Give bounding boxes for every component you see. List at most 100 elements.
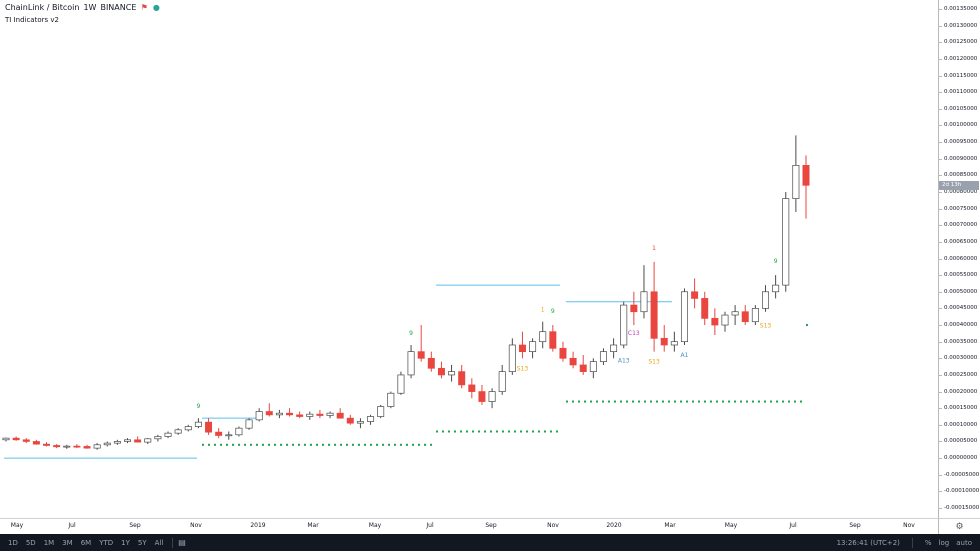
candle[interactable]	[579, 364, 587, 372]
candle[interactable]	[549, 331, 557, 349]
candle[interactable]	[134, 439, 142, 443]
timeframe-button-5y[interactable]: 5Y	[137, 538, 147, 547]
candle[interactable]	[660, 337, 668, 346]
candle[interactable]	[397, 374, 405, 394]
timeframe-button-3m[interactable]: 3M	[62, 538, 73, 547]
timeframe-button-5d[interactable]: 5D	[25, 538, 36, 547]
candle[interactable]	[599, 351, 607, 362]
time-axis[interactable]: May Jul Sep Nov 2019 Mar May Jul Sep Nov 2020 Mar Ma…	[0, 518, 938, 534]
candle[interactable]	[478, 391, 486, 402]
candle[interactable]	[367, 416, 375, 422]
candle[interactable]	[43, 443, 50, 446]
candle[interactable]	[731, 311, 739, 316]
candle[interactable]	[741, 311, 749, 323]
chart-pane[interactable]: 9 9 S13 1 9 A13 C13 S13 1 A1 S13 9 ChainLink / Bitc…	[0, 0, 938, 518]
candle[interactable]	[235, 427, 243, 436]
candle[interactable]	[93, 444, 101, 449]
candle[interactable]	[670, 341, 678, 346]
flag-icon[interactable]: ⚑	[140, 2, 148, 12]
candle[interactable]	[255, 411, 263, 421]
candle[interactable]	[63, 445, 71, 448]
candle[interactable]	[2, 437, 10, 441]
candle[interactable]	[448, 371, 456, 376]
candle[interactable]	[184, 426, 192, 431]
candle[interactable]	[650, 291, 658, 339]
indicator-legend[interactable]: TI Indicators v2	[5, 16, 59, 24]
chart-settings-corner[interactable]: ⚙	[938, 518, 980, 534]
candle[interactable]	[215, 431, 223, 436]
candle[interactable]	[589, 361, 597, 372]
candle[interactable]	[782, 198, 790, 286]
candle[interactable]	[265, 411, 273, 416]
auto-toggle[interactable]: auto	[956, 538, 972, 547]
timeframe-button-all[interactable]: All	[154, 538, 164, 547]
timeframe-button-ytd[interactable]: YTD	[99, 538, 114, 547]
candle[interactable]	[346, 417, 354, 424]
candle[interactable]	[154, 436, 162, 440]
candle[interactable]	[286, 412, 294, 416]
candle[interactable]	[53, 445, 61, 448]
candle[interactable]	[296, 414, 304, 417]
candle[interactable]	[569, 357, 577, 366]
candle[interactable]	[498, 371, 506, 392]
percent-toggle[interactable]: %	[924, 538, 932, 547]
log-toggle[interactable]: log	[938, 538, 950, 547]
candle[interactable]	[377, 406, 385, 417]
candle[interactable]	[630, 304, 638, 313]
candle[interactable]	[508, 344, 516, 372]
candle[interactable]	[275, 412, 283, 416]
timeframe-button-1d[interactable]: 1D	[8, 538, 18, 547]
candle[interactable]	[245, 419, 253, 429]
candle[interactable]	[751, 308, 759, 323]
timeframe-button-1y[interactable]: 1Y	[121, 538, 130, 547]
candle[interactable]	[620, 304, 628, 346]
candle[interactable]	[437, 367, 445, 376]
candle[interactable]	[468, 384, 476, 392]
candle[interactable]	[539, 331, 547, 343]
candle[interactable]	[32, 441, 40, 445]
candle[interactable]	[113, 441, 121, 444]
candle[interactable]	[316, 413, 324, 416]
candle[interactable]	[124, 439, 132, 442]
candle[interactable]	[802, 165, 810, 186]
price-axis[interactable]: 0.00135000 0.00130000 0.00125000 0.00120000…	[938, 0, 980, 518]
candle[interactable]	[194, 421, 202, 427]
candle[interactable]	[610, 344, 618, 352]
candle[interactable]	[336, 412, 344, 419]
timeframe-button-6m[interactable]: 6M	[80, 538, 92, 547]
candle[interactable]	[427, 357, 435, 369]
candle[interactable]	[164, 432, 172, 437]
candle[interactable]	[721, 314, 729, 326]
candle[interactable]	[326, 412, 334, 416]
candle[interactable]	[356, 421, 364, 424]
candle[interactable]	[306, 413, 314, 417]
candle[interactable]	[417, 351, 425, 359]
gear-icon[interactable]: ⚙	[955, 521, 964, 532]
candle[interactable]	[762, 291, 769, 309]
candle[interactable]	[458, 371, 466, 386]
date-range-icon[interactable]: ▤	[178, 538, 186, 547]
clock[interactable]: 13:26:41 (UTC+2)	[836, 538, 900, 547]
candle[interactable]	[518, 344, 526, 352]
interval-label[interactable]: 1W	[83, 3, 97, 12]
candle[interactable]	[225, 434, 233, 437]
candle[interactable]	[711, 318, 719, 326]
candle[interactable]	[529, 341, 537, 352]
candle[interactable]	[680, 291, 688, 343]
candle[interactable]	[144, 438, 152, 443]
candle[interactable]	[691, 291, 699, 299]
symbol-title[interactable]: ChainLink / Bitcoin	[5, 3, 80, 12]
candle[interactable]	[387, 392, 395, 407]
candle[interactable]	[12, 437, 20, 441]
candle[interactable]	[488, 391, 496, 402]
candle[interactable]	[640, 291, 648, 313]
candle[interactable]	[83, 446, 91, 449]
candle[interactable]	[792, 165, 800, 199]
candle[interactable]	[103, 442, 111, 446]
candle[interactable]	[772, 284, 780, 293]
candle[interactable]	[73, 445, 81, 448]
timeframe-button-1m[interactable]: 1M	[43, 538, 55, 547]
candle[interactable]	[22, 439, 30, 442]
candle[interactable]	[407, 351, 415, 376]
